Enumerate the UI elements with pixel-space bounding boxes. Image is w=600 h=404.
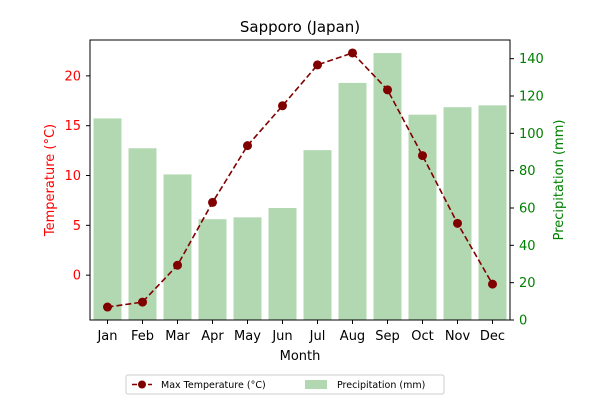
x-tick-label: Jun (271, 329, 292, 344)
y-right-tick-label: 60 (519, 202, 536, 217)
legend: Max Temperature (°C) Precipitation (mm) (125, 374, 445, 395)
temperature-point-mar (173, 260, 182, 270)
x-tick-label: May (234, 329, 261, 344)
temperature-line (103, 48, 497, 312)
temperature-point-dec (488, 279, 497, 289)
precipitation-bar-may (233, 217, 262, 320)
temperature-point-nov (453, 218, 462, 228)
x-tick-label: Aug (340, 329, 365, 344)
x-axis-label: Month (280, 349, 321, 364)
y-left-tick-label: 5 (73, 219, 81, 234)
temperature-point-jun (278, 101, 287, 111)
y-right-tick-label: 80 (519, 164, 536, 179)
precipitation-bar-jul (303, 150, 332, 320)
plot-frame (89, 39, 511, 321)
legend-bar-swatch (305, 380, 327, 389)
y-right-tick-label: 120 (519, 90, 544, 105)
chart-title: Sapporo (Japan) (240, 18, 360, 36)
precipitation-bar-mar (163, 174, 192, 320)
y-left-tick-label: 0 (73, 269, 81, 284)
y-right-tick-label: 40 (519, 239, 536, 254)
x-tick-label: Nov (445, 329, 471, 344)
x-tick-label: Oct (411, 329, 433, 344)
legend-label-temperature: Max Temperature (°C) (161, 380, 266, 391)
temperature-point-apr (208, 197, 217, 207)
temperature-point-jan (103, 302, 112, 312)
axes: Jan Feb Mar Apr May Jun Jul Aug Sep Oct Nov Dec 0 5 10… (64, 39, 544, 344)
x-tick-label: Sep (375, 329, 400, 344)
x-tick-label: Jul (309, 329, 326, 344)
y-axis-left-label: Temperature (°C) (43, 124, 58, 237)
temperature-point-aug (348, 48, 357, 58)
temperature-point-oct (418, 151, 427, 161)
precipitation-bar-nov (443, 107, 472, 320)
precipitation-bar-sep (373, 53, 402, 321)
precipitation-bars (93, 53, 507, 321)
precipitation-bar-apr (198, 219, 227, 320)
precipitation-bar-aug (338, 82, 367, 320)
legend-marker-swatch (138, 380, 146, 389)
x-tick-label: Mar (165, 329, 190, 344)
x-tick-label: Apr (201, 329, 224, 344)
temperature-point-feb (138, 297, 147, 307)
y-right-tick-label: 100 (519, 127, 544, 142)
y-right-tick-label: 140 (519, 52, 544, 67)
y-left-tick-label: 10 (64, 169, 81, 184)
legend-label-precipitation: Precipitation (mm) (337, 380, 425, 391)
precipitation-bar-oct (408, 114, 437, 321)
x-tick-label: Feb (131, 329, 154, 344)
x-tick-label: Jan (96, 329, 117, 344)
precipitation-bar-jan (93, 118, 122, 321)
temperature-line-path (107, 52, 494, 308)
temperature-point-sep (383, 85, 392, 95)
x-tick-label: Dec (480, 329, 505, 344)
y-right-tick-label: 20 (519, 276, 536, 291)
legend-box (125, 374, 445, 395)
y-left-tick-label: 20 (64, 69, 81, 84)
temperature-point-may (243, 141, 252, 151)
y-left-tick-label: 15 (64, 119, 81, 134)
y-axis-right-label: Precipitation (mm) (552, 120, 567, 241)
precipitation-bar-jun (268, 208, 297, 320)
precipitation-bar-feb (128, 148, 157, 320)
temperature-point-jul (313, 60, 322, 70)
y-right-tick-label: 0 (519, 314, 527, 329)
